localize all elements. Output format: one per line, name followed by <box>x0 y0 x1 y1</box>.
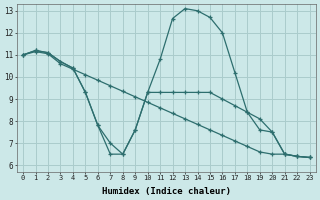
X-axis label: Humidex (Indice chaleur): Humidex (Indice chaleur) <box>102 187 231 196</box>
